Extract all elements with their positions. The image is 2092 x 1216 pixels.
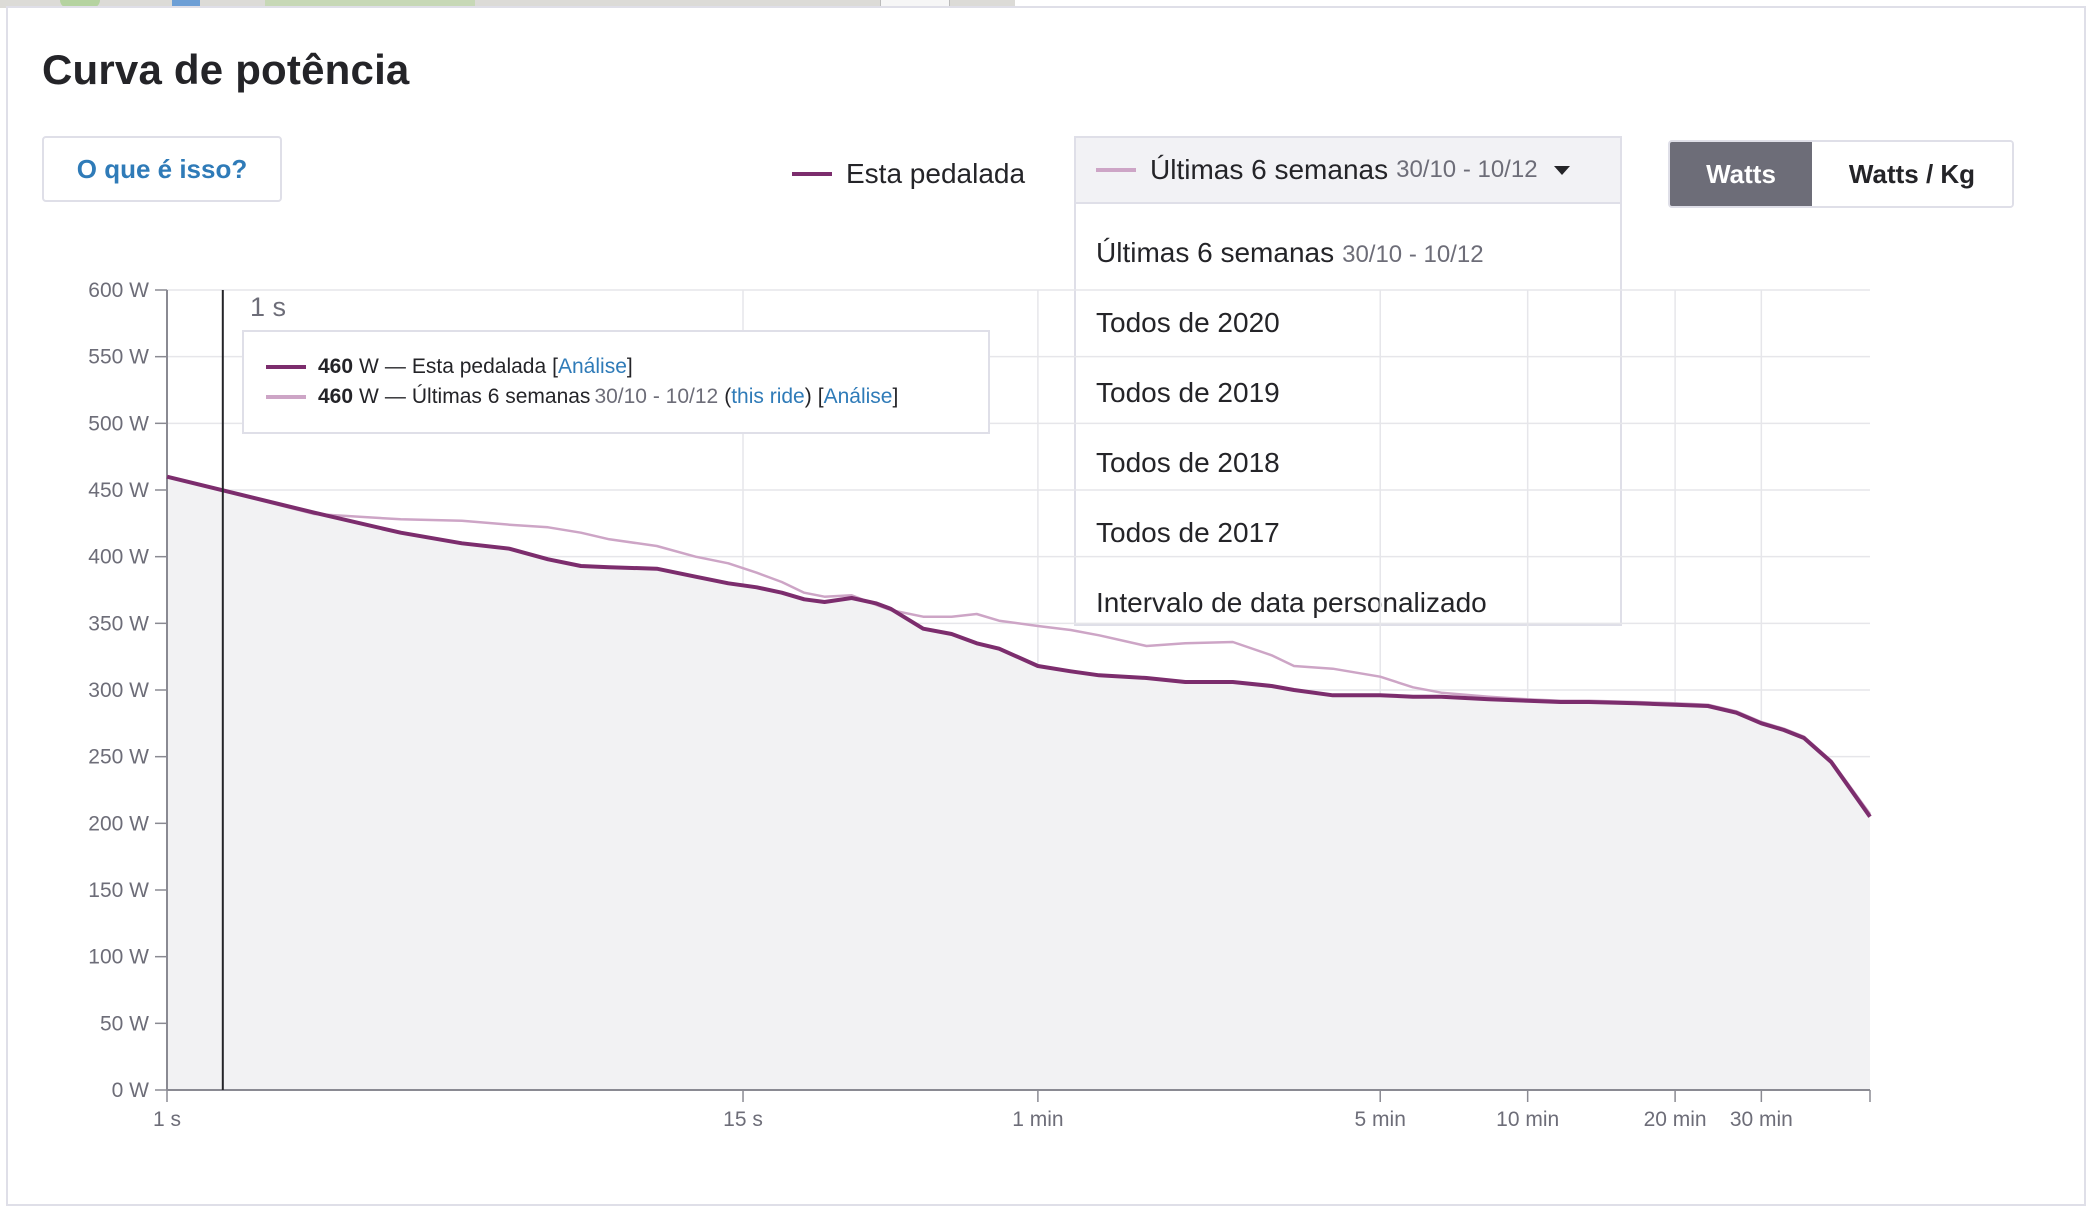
tooltip-analysis-link[interactable]: Análise xyxy=(823,385,893,408)
y-tick-label: 100 W xyxy=(88,946,149,969)
section-title: Curva de potência xyxy=(42,46,410,93)
period-option-dates: 30/10 - 10/12 xyxy=(1342,241,1484,268)
y-tick-label: 400 W xyxy=(88,546,149,569)
tooltip-value: 460 xyxy=(318,355,354,378)
period-option-label: Intervalo de data personalizado xyxy=(1096,587,1487,618)
chart-area xyxy=(167,476,1870,1090)
period-option-label: Todos de 2017 xyxy=(1096,517,1280,548)
y-tick-label: 550 W xyxy=(88,346,149,369)
period-option-label: Todos de 2019 xyxy=(1096,377,1280,408)
tooltip-separator: — xyxy=(384,385,406,408)
period-option[interactable]: Intervalo de data personalizado xyxy=(1076,568,1620,638)
period-dropdown-menu: Últimas 6 semanas 30/10 - 10/12 Todos de 2… xyxy=(1074,202,1622,626)
x-tick-label: 20 min xyxy=(1644,1108,1707,1131)
y-tick-label: 250 W xyxy=(88,746,149,769)
period-dropdown[interactable]: Últimas 6 semanas 30/10 - 10/12 xyxy=(1074,136,1622,202)
y-tick-label: 350 W xyxy=(88,612,149,635)
x-tick-label: 5 min xyxy=(1355,1108,1406,1131)
x-tick-label: 15 s xyxy=(723,1108,763,1131)
tooltip-row-this-ride: 460 W — Esta pedalada [Análise] xyxy=(266,353,633,381)
tooltip-bracket: ] xyxy=(892,385,899,408)
legend-line-icon xyxy=(792,172,832,176)
legend-this-ride-label: Esta pedalada xyxy=(846,158,1026,189)
x-tick-label: 10 min xyxy=(1496,1108,1559,1131)
tooltip-series-label: Esta pedalada xyxy=(411,355,547,378)
unit-toggle: Watts Watts / Kg xyxy=(1668,140,2014,208)
tooltip-separator: — xyxy=(384,355,406,378)
tooltip-value: 460 xyxy=(318,385,354,408)
legend-this-ride[interactable]: Esta pedalada xyxy=(792,154,1025,194)
period-option[interactable]: Últimas 6 semanas 30/10 - 10/12 xyxy=(1076,218,1620,288)
y-tick-label: 450 W xyxy=(88,479,149,502)
period-selected-label: Últimas 6 semanas xyxy=(1150,154,1389,185)
period-option[interactable]: Todos de 2019 xyxy=(1076,358,1620,428)
x-tick-label: 1 min xyxy=(1012,1108,1063,1131)
what-is-this-button[interactable]: O que é isso? xyxy=(42,136,282,202)
x-tick-label: 30 min xyxy=(1730,1108,1793,1131)
chart-series xyxy=(166,474,1872,818)
y-tick-label: 150 W xyxy=(88,879,149,902)
y-tick-label: 200 W xyxy=(88,812,149,835)
tooltip-line-icon xyxy=(266,395,306,399)
series-line-this-ride xyxy=(166,474,1872,818)
tooltip-line-icon xyxy=(266,365,306,369)
period-option[interactable]: Todos de 2020 xyxy=(1076,288,1620,358)
this-ride-area xyxy=(167,476,1870,1090)
period-selected-dates: 30/10 - 10/12 xyxy=(1396,156,1538,183)
watts-per-kg-button[interactable]: Watts / Kg xyxy=(1812,142,2012,206)
tooltip-bracket: [ xyxy=(552,355,558,378)
y-tick-label: 300 W xyxy=(88,679,149,702)
period-option[interactable]: Todos de 2018 xyxy=(1076,428,1620,498)
watts-button[interactable]: Watts xyxy=(1670,142,1812,206)
tooltip-time-label: 1 s xyxy=(250,292,287,322)
y-tick-label: 0 W xyxy=(112,1079,150,1102)
tooltip-paren: ( xyxy=(724,385,732,408)
x-tick-label: 1 s xyxy=(153,1108,181,1131)
tooltip-dates: 30/10 - 10/12 xyxy=(594,385,719,408)
tooltip-row-comparison: 460 W — Últimas 6 semanas 30/10 - 10/12 … xyxy=(266,383,898,411)
tooltip-analysis-link[interactable]: Análise xyxy=(558,355,627,378)
tooltip-series-label: Últimas 6 semanas xyxy=(411,385,591,408)
tooltip-unit: W xyxy=(359,385,379,408)
y-tick-label: 600 W xyxy=(88,279,149,302)
tooltip-bracket: ] xyxy=(626,355,633,378)
period-option[interactable]: Todos de 2017 xyxy=(1076,498,1620,568)
tooltip-bracket: [ xyxy=(817,385,824,408)
tooltip-this-ride-link[interactable]: this ride xyxy=(731,385,805,408)
y-tick-label: 50 W xyxy=(100,1012,149,1035)
period-option-label: Últimas 6 semanas xyxy=(1096,237,1335,268)
tooltip-paren: ) xyxy=(804,385,812,408)
period-option-label: Todos de 2018 xyxy=(1096,447,1280,478)
y-tick-label: 500 W xyxy=(88,412,149,435)
chart-axes: 0 W 50 W 100 W 150 W 200 W 250 W 300 W 350 W 400… xyxy=(88,279,1871,1131)
period-option-label: Todos de 2020 xyxy=(1096,307,1280,338)
caret-down-icon xyxy=(1553,165,1570,175)
chart-tooltip: 460 W — Esta pedalada [Análise] 460 W — … xyxy=(242,330,990,434)
legend-comparison-line-icon xyxy=(1096,168,1136,172)
tooltip-unit: W xyxy=(359,355,379,378)
